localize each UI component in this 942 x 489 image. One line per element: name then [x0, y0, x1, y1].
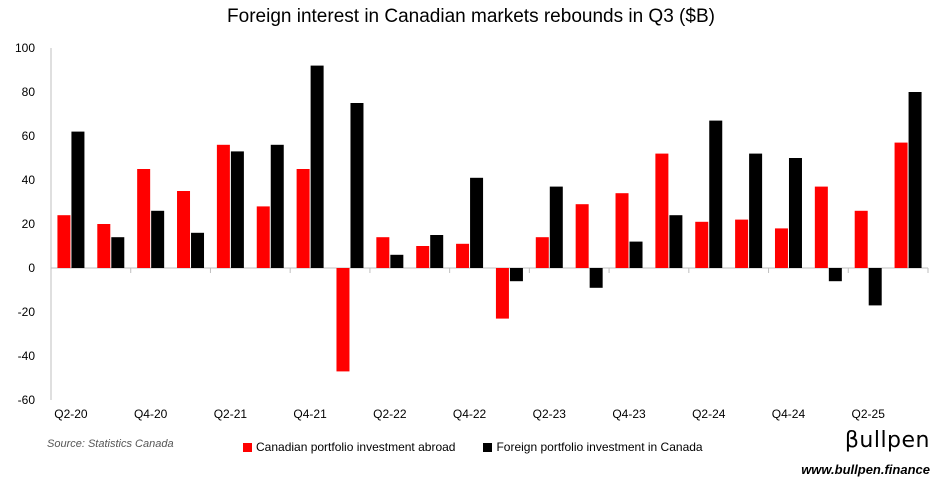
- x-tick-label: Q2-24: [692, 407, 726, 421]
- bar-abroad: [376, 237, 390, 268]
- bar-abroad: [336, 268, 350, 372]
- bar-abroad: [894, 142, 908, 268]
- bar-abroad: [137, 169, 151, 268]
- chart-title: Foreign interest in Canadian markets reb…: [227, 6, 715, 27]
- y-tick-label: 40: [22, 173, 36, 187]
- bar-canada: [191, 232, 205, 268]
- bar-canada: [669, 215, 683, 268]
- bar-abroad: [256, 206, 270, 268]
- x-tick-label: Q4-21: [293, 407, 327, 421]
- legend-swatch-canada: [483, 442, 493, 452]
- bar-canada: [509, 268, 523, 282]
- legend: Canadian portfolio investment abroad For…: [243, 440, 731, 454]
- bar-abroad: [57, 215, 71, 268]
- bar-canada: [629, 241, 643, 268]
- y-tick-label: 0: [28, 261, 35, 275]
- bar-canada: [828, 268, 842, 282]
- legend-label-canada: Foreign portfolio investment in Canada: [496, 440, 703, 454]
- chart-plot: -60 -40 -20 0 20 40 60 80 100 Q2-20 Q4-20 Q2-21 Q4-…: [15, 41, 929, 421]
- y-tick-label: 100: [15, 41, 35, 55]
- bar-canada: [350, 103, 364, 268]
- bar-canada: [908, 92, 922, 268]
- legend-item-abroad: Canadian portfolio investment abroad: [243, 440, 455, 454]
- x-tick-label: Q2-21: [214, 407, 248, 421]
- bar-canada: [230, 151, 244, 268]
- bar-canada: [270, 144, 284, 268]
- bar-abroad: [416, 246, 430, 268]
- x-tick-label: Q2-22: [373, 407, 407, 421]
- bar-abroad: [655, 153, 669, 268]
- bar-canada: [111, 237, 125, 268]
- bar-canada: [71, 131, 85, 268]
- bar-canada: [549, 186, 563, 268]
- bar-canada: [470, 177, 484, 268]
- y-axis: -60 -40 -20 0 20 40 60 80 100: [15, 41, 52, 407]
- bars: [57, 65, 922, 372]
- legend-item-canada: Foreign portfolio investment in Canada: [483, 440, 703, 454]
- y-tick-label: -60: [18, 393, 36, 407]
- bar-abroad: [735, 219, 749, 268]
- bar-abroad: [177, 191, 191, 268]
- bar-abroad: [575, 204, 589, 268]
- bar-canada: [589, 268, 603, 288]
- x-tick-label: Q2-23: [533, 407, 567, 421]
- legend-swatch-abroad: [243, 442, 252, 452]
- legend-label-abroad: Canadian portfolio investment abroad: [256, 440, 456, 454]
- x-tick-label: Q4-24: [772, 407, 806, 421]
- bar-abroad: [814, 186, 828, 268]
- bar-canada: [310, 65, 324, 268]
- bar-abroad: [615, 193, 629, 268]
- x-tick-label: Q4-23: [612, 407, 646, 421]
- bar-abroad: [296, 169, 310, 268]
- bar-canada: [430, 235, 444, 268]
- bar-canada: [749, 153, 763, 268]
- bar-abroad: [456, 243, 470, 268]
- bar-abroad: [774, 228, 788, 268]
- bar-abroad: [97, 224, 111, 268]
- source-note: Source: Statistics Canada: [47, 438, 174, 450]
- bar-canada: [390, 254, 404, 268]
- x-tick-label: Q4-20: [134, 407, 168, 421]
- bar-canada: [788, 158, 802, 268]
- x-tick-label: Q2-25: [852, 407, 886, 421]
- bar-abroad: [695, 221, 709, 268]
- bar-abroad: [535, 237, 549, 268]
- y-tick-label: -20: [18, 305, 36, 319]
- website-link[interactable]: www.bullpen.finance: [801, 462, 930, 477]
- bar-canada: [151, 210, 165, 268]
- brand-logo: βullpen: [844, 428, 930, 453]
- x-tick-label: Q4-22: [453, 407, 487, 421]
- y-tick-label: 20: [22, 217, 36, 231]
- bar-abroad: [216, 144, 230, 268]
- bar-abroad: [495, 268, 509, 319]
- bar-abroad: [854, 210, 868, 268]
- x-axis: Q2-20 Q4-20 Q2-21 Q4-21 Q2-22 Q4-22 Q2-23 Q4-23…: [50, 267, 929, 421]
- y-tick-label: -40: [18, 349, 36, 363]
- y-tick-label: 60: [22, 129, 36, 143]
- bar-canada: [868, 268, 882, 306]
- x-tick-label: Q2-20: [54, 407, 88, 421]
- bar-canada: [709, 120, 723, 268]
- y-tick-label: 80: [22, 85, 36, 99]
